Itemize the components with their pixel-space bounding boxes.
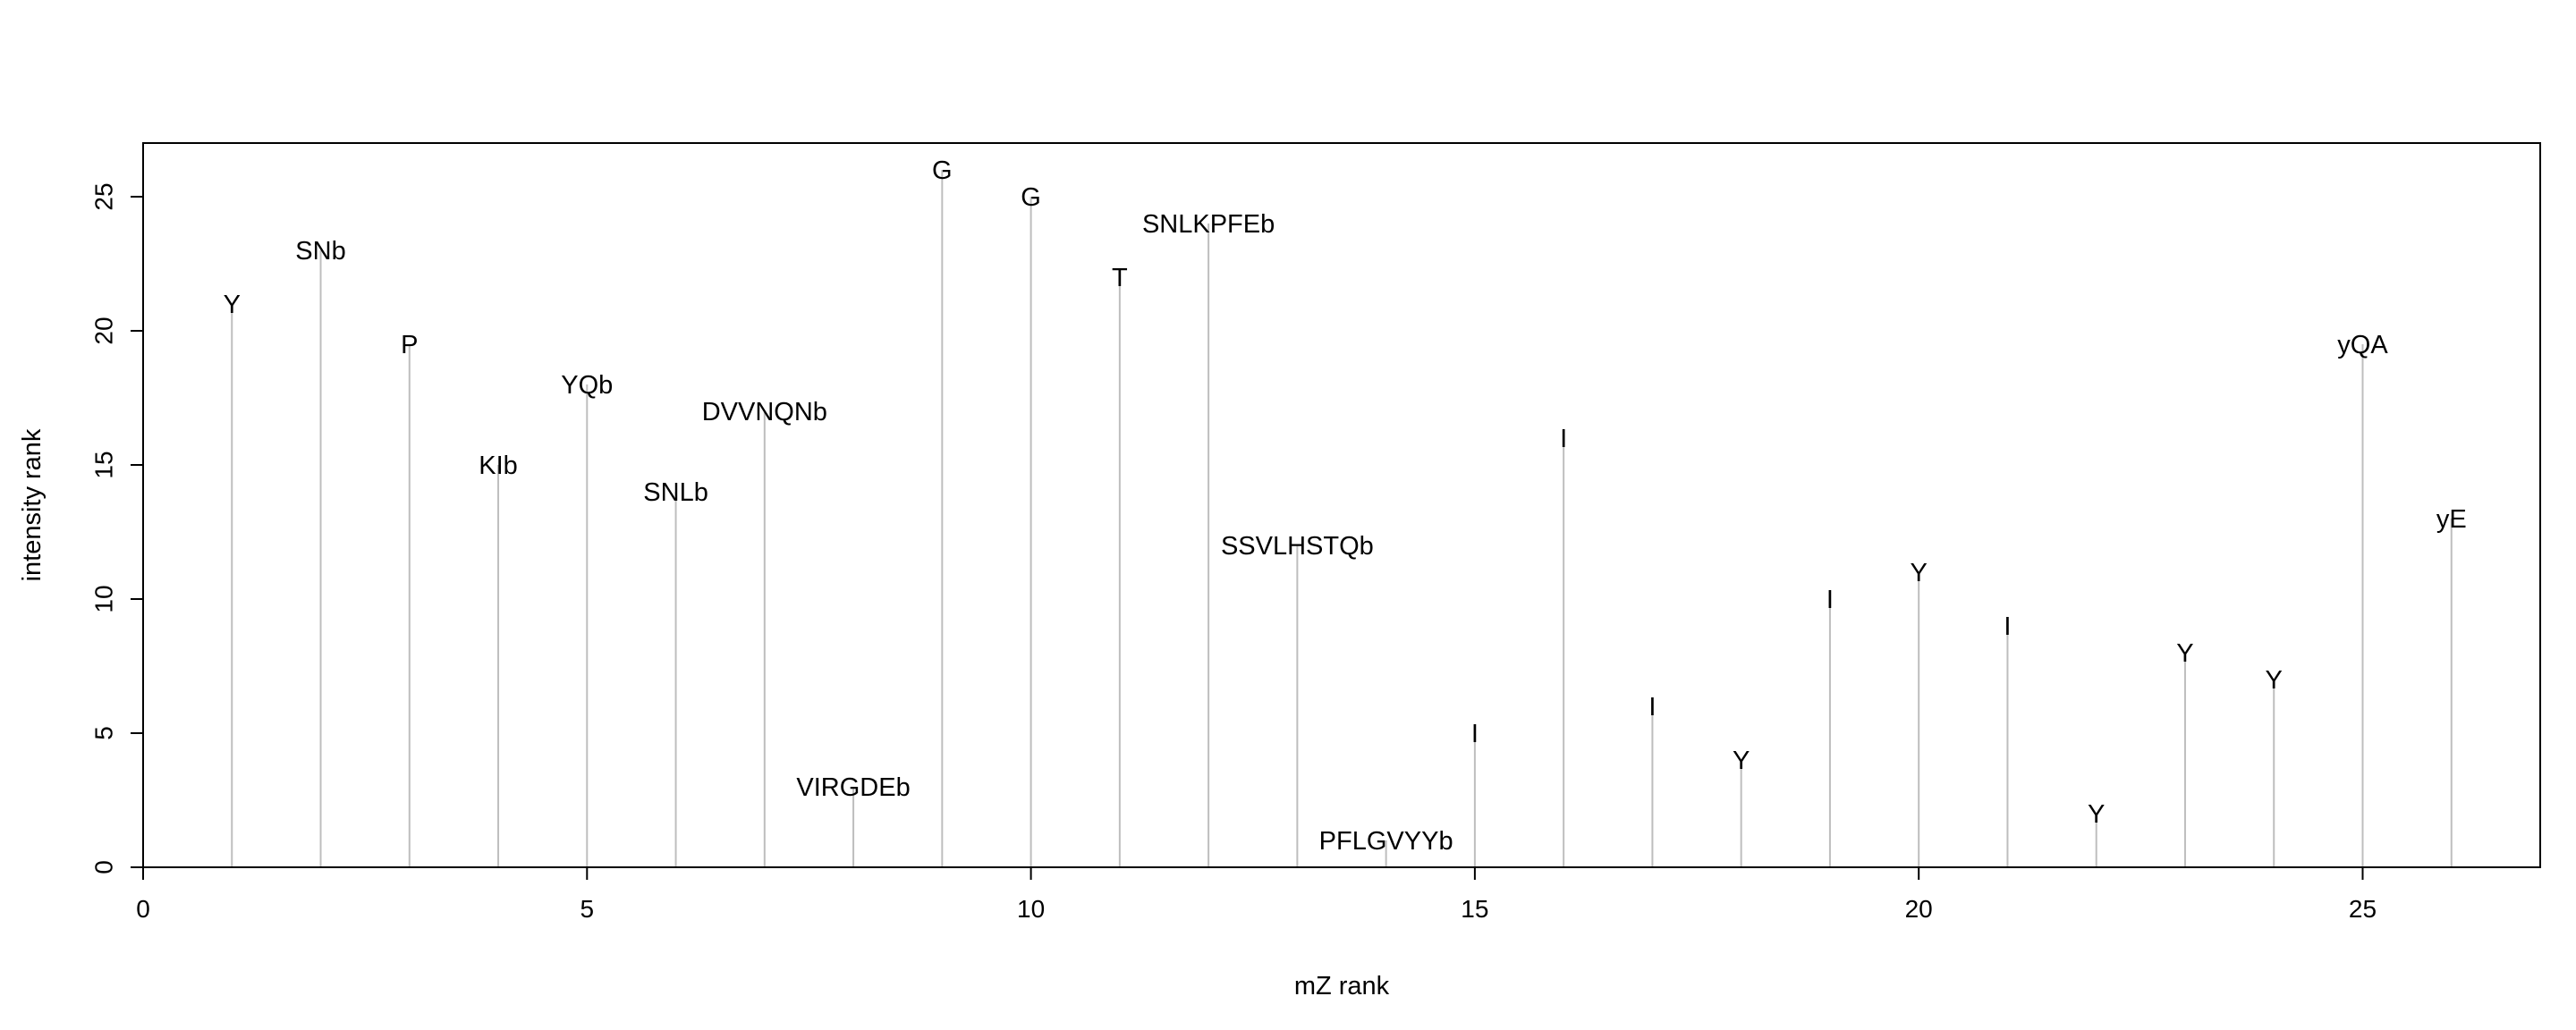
point-label: I [1648, 693, 1656, 722]
x-axis-title: mZ rank [1294, 972, 1390, 1000]
point-labels: Y SNb P KIb YQb SNLb DVVNQNb VIRGDEb G G T SNLKPFEb… [224, 156, 2467, 856]
point-label: SNLb [643, 478, 708, 507]
point-label: T [1112, 264, 1128, 292]
point-label: yQA [2337, 331, 2388, 359]
point-label: Y [224, 291, 241, 319]
point-label: Y [2088, 800, 2105, 829]
point-label: DVVNQNb [702, 398, 827, 426]
point-label: SSVLHSTQb [1221, 532, 1374, 561]
y-tick-label: 20 [90, 317, 118, 344]
y-tick-label: 15 [90, 451, 118, 478]
x-axis: 0 5 10 15 20 25 [136, 866, 2377, 923]
x-tick-label: 20 [1905, 895, 1933, 923]
point-label: Y [1911, 559, 1928, 587]
point-label: Y [2176, 639, 2193, 668]
x-tick-label: 25 [2349, 895, 2377, 923]
y-axis-title: intensity rank [18, 428, 47, 581]
point-label: SNb [295, 237, 345, 266]
point-label: PFLGVYYb [1319, 827, 1453, 856]
point-label: I [1560, 425, 1567, 453]
y-tick-label: 5 [90, 726, 118, 740]
x-tick-label: 10 [1017, 895, 1045, 923]
point-label: P [401, 331, 418, 359]
stick-lines [231, 170, 2453, 867]
y-axis: 0 5 10 15 20 25 [90, 182, 144, 874]
y-tick-label: 10 [90, 585, 118, 612]
point-label: Y [1733, 747, 1750, 775]
x-tick-label: 15 [1461, 895, 1488, 923]
point-label: G [932, 156, 953, 185]
x-tick-label: 5 [580, 895, 595, 923]
point-label: Y [2266, 666, 2283, 695]
point-label: YQb [561, 371, 613, 400]
x-tick-label: 0 [136, 895, 150, 923]
point-label: I [2004, 612, 2011, 641]
y-tick-label: 0 [90, 860, 118, 874]
point-label: KIb [479, 452, 518, 480]
point-label: SNLKPFEb [1142, 210, 1275, 239]
point-label: I [1826, 586, 1834, 614]
point-label: yE [2436, 505, 2467, 534]
y-tick-label: 25 [90, 182, 118, 210]
point-label: VIRGDEb [796, 773, 910, 802]
plot-frame [142, 142, 2541, 868]
point-label: I [1471, 720, 1479, 748]
point-label: G [1021, 183, 1041, 212]
